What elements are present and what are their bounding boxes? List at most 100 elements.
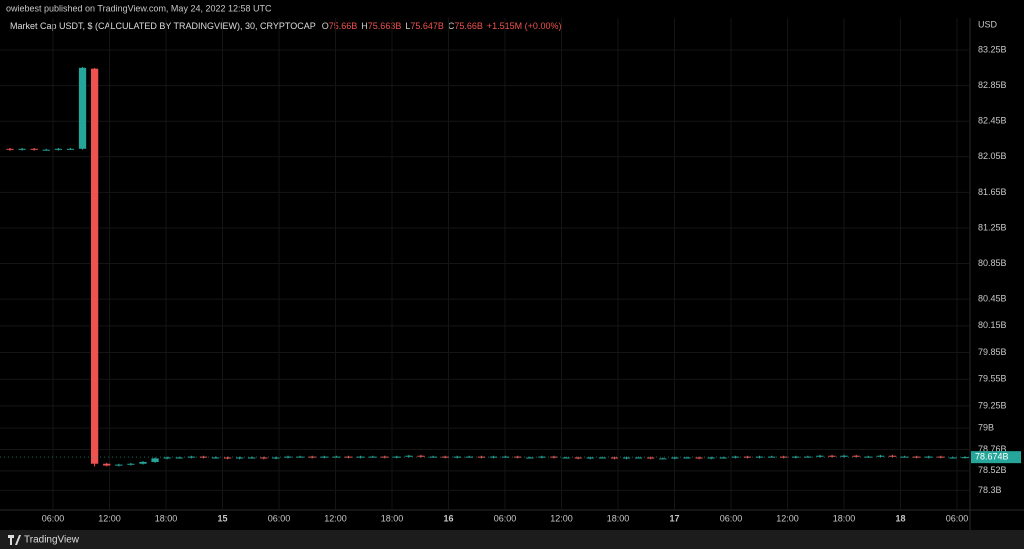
y-tick-label: 80.15B bbox=[978, 320, 1007, 330]
y-tick-label: 79.85B bbox=[978, 347, 1007, 357]
candle-body bbox=[248, 457, 256, 459]
candle-body bbox=[66, 148, 75, 150]
candle-body bbox=[634, 457, 643, 459]
y-tick-label: 81.25B bbox=[978, 222, 1007, 232]
x-tick-label: 06:00 bbox=[946, 513, 969, 523]
legend-value: 75.66B bbox=[454, 21, 483, 31]
candle-body bbox=[163, 457, 171, 459]
legend-key: C bbox=[448, 21, 455, 31]
legend-value: 75.647B bbox=[410, 21, 444, 31]
legend-key: O bbox=[322, 21, 329, 31]
y-tick-label: 82.85B bbox=[978, 80, 1007, 90]
candle-body bbox=[707, 457, 715, 459]
legend-value: 75.66B bbox=[329, 21, 358, 31]
candle-body bbox=[792, 456, 800, 458]
candle-body bbox=[647, 457, 655, 459]
candle-body bbox=[6, 148, 14, 150]
candle-body bbox=[526, 457, 534, 459]
x-tick-label: 18 bbox=[895, 513, 905, 523]
logo bbox=[8, 535, 21, 545]
x-tick-label: 06:00 bbox=[42, 513, 65, 523]
candle-body bbox=[175, 457, 183, 459]
candle-body bbox=[683, 457, 691, 459]
candle-body bbox=[453, 456, 461, 458]
candle-body bbox=[18, 148, 26, 150]
candle-body bbox=[90, 68, 99, 464]
candle-body bbox=[671, 457, 679, 459]
candle-body bbox=[719, 457, 727, 459]
candle-body bbox=[538, 456, 546, 458]
candle-body bbox=[405, 455, 413, 457]
candle-body bbox=[659, 458, 667, 460]
candle-body bbox=[550, 456, 558, 458]
x-tick-label: 18:00 bbox=[155, 513, 178, 523]
last-price-label: 78.674B bbox=[975, 452, 1009, 462]
x-tick-label: 17 bbox=[669, 513, 679, 523]
x-tick-label: 18:00 bbox=[833, 513, 856, 523]
y-tick-label: 79B bbox=[978, 423, 994, 433]
legend-change: +1.515M (+0.00%) bbox=[487, 21, 562, 31]
y-tick-label: 78.76B bbox=[978, 444, 1007, 454]
candle-body bbox=[840, 455, 848, 457]
candle-body bbox=[816, 455, 824, 457]
candle-body bbox=[236, 457, 244, 459]
legend-value: 75.663B bbox=[368, 21, 402, 31]
y-tick-label: 83.25B bbox=[978, 44, 1007, 54]
candle-body bbox=[103, 463, 111, 466]
candle-body bbox=[42, 149, 50, 151]
candle-body bbox=[622, 457, 631, 459]
candle-body bbox=[876, 455, 885, 457]
candle-body bbox=[695, 457, 703, 459]
y-tick-label: 82.45B bbox=[978, 116, 1007, 126]
candle-body bbox=[502, 456, 510, 458]
x-tick-label: 12:00 bbox=[776, 513, 799, 523]
y-tick-label: 79.25B bbox=[978, 400, 1007, 410]
candle-body bbox=[127, 463, 135, 465]
x-tick-label: 12:00 bbox=[98, 513, 121, 523]
candle-body bbox=[417, 455, 425, 457]
candle-body bbox=[211, 457, 220, 459]
x-tick-label: 06:00 bbox=[494, 513, 517, 523]
footer bbox=[0, 530, 1024, 549]
candle-body bbox=[743, 456, 752, 458]
candle-body bbox=[804, 456, 812, 458]
candle-body bbox=[223, 457, 232, 459]
candle-body bbox=[477, 456, 486, 458]
candle-body bbox=[514, 456, 522, 458]
y-tick-label: 79.55B bbox=[978, 374, 1007, 384]
x-tick-label: 15 bbox=[217, 513, 227, 523]
x-tick-label: 16 bbox=[443, 513, 453, 523]
legend-key: H bbox=[361, 21, 368, 31]
candle-body bbox=[888, 455, 897, 457]
candle-body bbox=[767, 456, 776, 458]
legend: Market Cap USDT, $ (CALCULATED BY TRADIN… bbox=[10, 21, 561, 31]
candle-body bbox=[598, 457, 606, 459]
candle-body bbox=[260, 457, 268, 459]
candle-body bbox=[852, 455, 860, 457]
last-price-tag bbox=[971, 451, 1021, 464]
brand: TradingView bbox=[24, 535, 80, 546]
candle-body bbox=[139, 461, 147, 464]
candle-body bbox=[780, 456, 788, 458]
candle-body bbox=[429, 456, 437, 458]
y-tick-label: 78.3B bbox=[978, 485, 1002, 495]
y-tick-label: 78.52B bbox=[978, 465, 1007, 475]
candle-body bbox=[828, 455, 836, 457]
y-tick-label: 82.05B bbox=[978, 151, 1007, 161]
x-tick-label: 12:00 bbox=[550, 513, 573, 523]
candle-body bbox=[489, 456, 498, 458]
candle-body bbox=[731, 456, 739, 458]
x-tick-label: 12:00 bbox=[324, 513, 347, 523]
legend-title: Market Cap USDT, $ (CALCULATED BY TRADIN… bbox=[10, 21, 316, 31]
x-tick-label: 06:00 bbox=[268, 513, 291, 523]
candle-body bbox=[151, 458, 159, 462]
candle-body bbox=[574, 457, 582, 459]
candle-body bbox=[949, 457, 957, 459]
candle-body bbox=[586, 457, 594, 459]
candle-body bbox=[187, 456, 195, 458]
candle-body bbox=[465, 456, 473, 458]
x-tick-label: 18:00 bbox=[381, 513, 404, 523]
publisher: owiebest published on TradingView.com, M… bbox=[6, 3, 272, 13]
